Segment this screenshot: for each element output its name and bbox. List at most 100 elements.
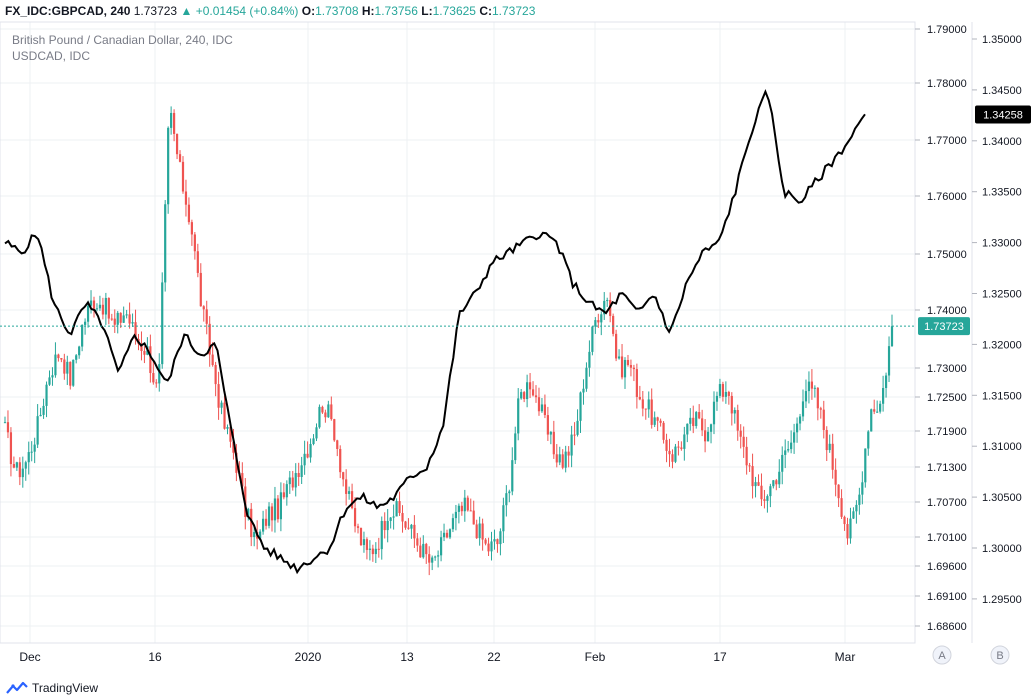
candle [706, 427, 710, 442]
candle [217, 371, 220, 420]
usdcad-price-axis[interactable]: 1.35000 1.34500 1.34000 1.33500 1.33000 1.325… [971, 22, 1022, 643]
candle [472, 500, 475, 525]
candle [439, 530, 443, 562]
right-axis-tick-label: 1.32000 [982, 339, 1022, 351]
candle [537, 387, 541, 416]
candle [855, 500, 858, 524]
low-label: L: [421, 4, 433, 18]
candle [695, 410, 698, 429]
candle [220, 400, 223, 415]
candle [496, 538, 499, 553]
scale-button-b[interactable]: B [990, 645, 1010, 665]
candle [683, 426, 686, 461]
candle [689, 408, 692, 431]
candle [306, 441, 309, 459]
candle [787, 440, 790, 453]
candle [591, 326, 594, 356]
candle [576, 409, 579, 437]
candle [371, 544, 374, 562]
price-chart[interactable]: 1.79000 1.78000 1.77000 1.76000 1.75000 1.740… [0, 0, 1035, 676]
candle [712, 391, 716, 435]
candle [365, 537, 369, 560]
right-axis-tick-label: 1.31000 [982, 441, 1022, 453]
x-tick-label: 2020 [295, 650, 322, 664]
time-axis[interactable]: Dec 16 2020 13 22 Feb 17 Mar [19, 650, 855, 664]
candle [831, 433, 834, 479]
candle [72, 359, 75, 387]
candle [704, 419, 707, 453]
candle [840, 489, 843, 520]
candle [858, 487, 861, 515]
scale-button-a[interactable]: A [932, 645, 952, 665]
candle [647, 391, 650, 418]
close-value: 1.73723 [492, 4, 536, 18]
right-axis-tick-label: 1.33500 [982, 187, 1022, 199]
candle [425, 542, 428, 564]
candle [514, 426, 517, 464]
candle [101, 297, 104, 320]
candle [104, 292, 107, 325]
candle [846, 517, 849, 545]
candle [172, 109, 176, 142]
candle [143, 346, 146, 364]
right-axis-tick-label: 1.33000 [982, 238, 1022, 250]
candle [873, 399, 876, 415]
candle [680, 441, 683, 451]
x-tick-label: 17 [713, 650, 727, 664]
candle [531, 381, 535, 397]
candle [733, 407, 736, 424]
candle [18, 457, 21, 486]
candle [318, 404, 321, 429]
candle [161, 272, 164, 369]
candle [561, 449, 564, 470]
candle [122, 306, 125, 323]
candle [757, 474, 760, 487]
candle [190, 219, 193, 246]
usdcad-line [4, 89, 866, 575]
candle [374, 542, 377, 564]
candle [383, 512, 386, 539]
tradingview-logo-icon[interactable] [6, 681, 28, 695]
candle [270, 503, 274, 532]
candle [828, 434, 831, 453]
candle [404, 520, 407, 530]
overlay-series-title: USDCAD, IDC [12, 49, 90, 63]
candle [57, 353, 60, 362]
candle [193, 232, 196, 260]
candle [523, 390, 526, 403]
candle [766, 494, 769, 513]
footer: TradingView [0, 676, 98, 700]
candle [380, 516, 383, 560]
candle [606, 297, 609, 307]
candle [653, 411, 656, 428]
left-axis-tick-label: 1.70700 [927, 497, 967, 509]
candle [21, 456, 24, 488]
left-axis-tick-label: 1.75000 [927, 249, 967, 261]
x-tick-label: Mar [835, 650, 856, 664]
candle [428, 546, 431, 576]
candle [552, 420, 555, 459]
candle [626, 354, 630, 367]
gbpcad-price-axis[interactable]: 1.79000 1.78000 1.77000 1.76000 1.75000 1.740… [914, 22, 967, 643]
tradingview-brand[interactable]: TradingView [32, 681, 99, 695]
candle [520, 389, 523, 400]
candle [887, 336, 891, 382]
open-value: 1.73708 [315, 4, 359, 18]
candle [721, 381, 725, 402]
candle [801, 389, 805, 422]
candle [567, 446, 570, 468]
candle [113, 309, 116, 333]
candle [78, 345, 81, 359]
candle [718, 378, 722, 399]
scale-button-b-label: B [996, 650, 1003, 662]
candle [585, 362, 588, 392]
candle [748, 462, 751, 472]
candle [528, 373, 532, 399]
candle [490, 531, 493, 561]
candle [715, 391, 719, 411]
candle [3, 416, 7, 424]
candle [377, 537, 380, 558]
candle [751, 453, 754, 499]
candle [810, 369, 814, 400]
candle [668, 438, 671, 467]
